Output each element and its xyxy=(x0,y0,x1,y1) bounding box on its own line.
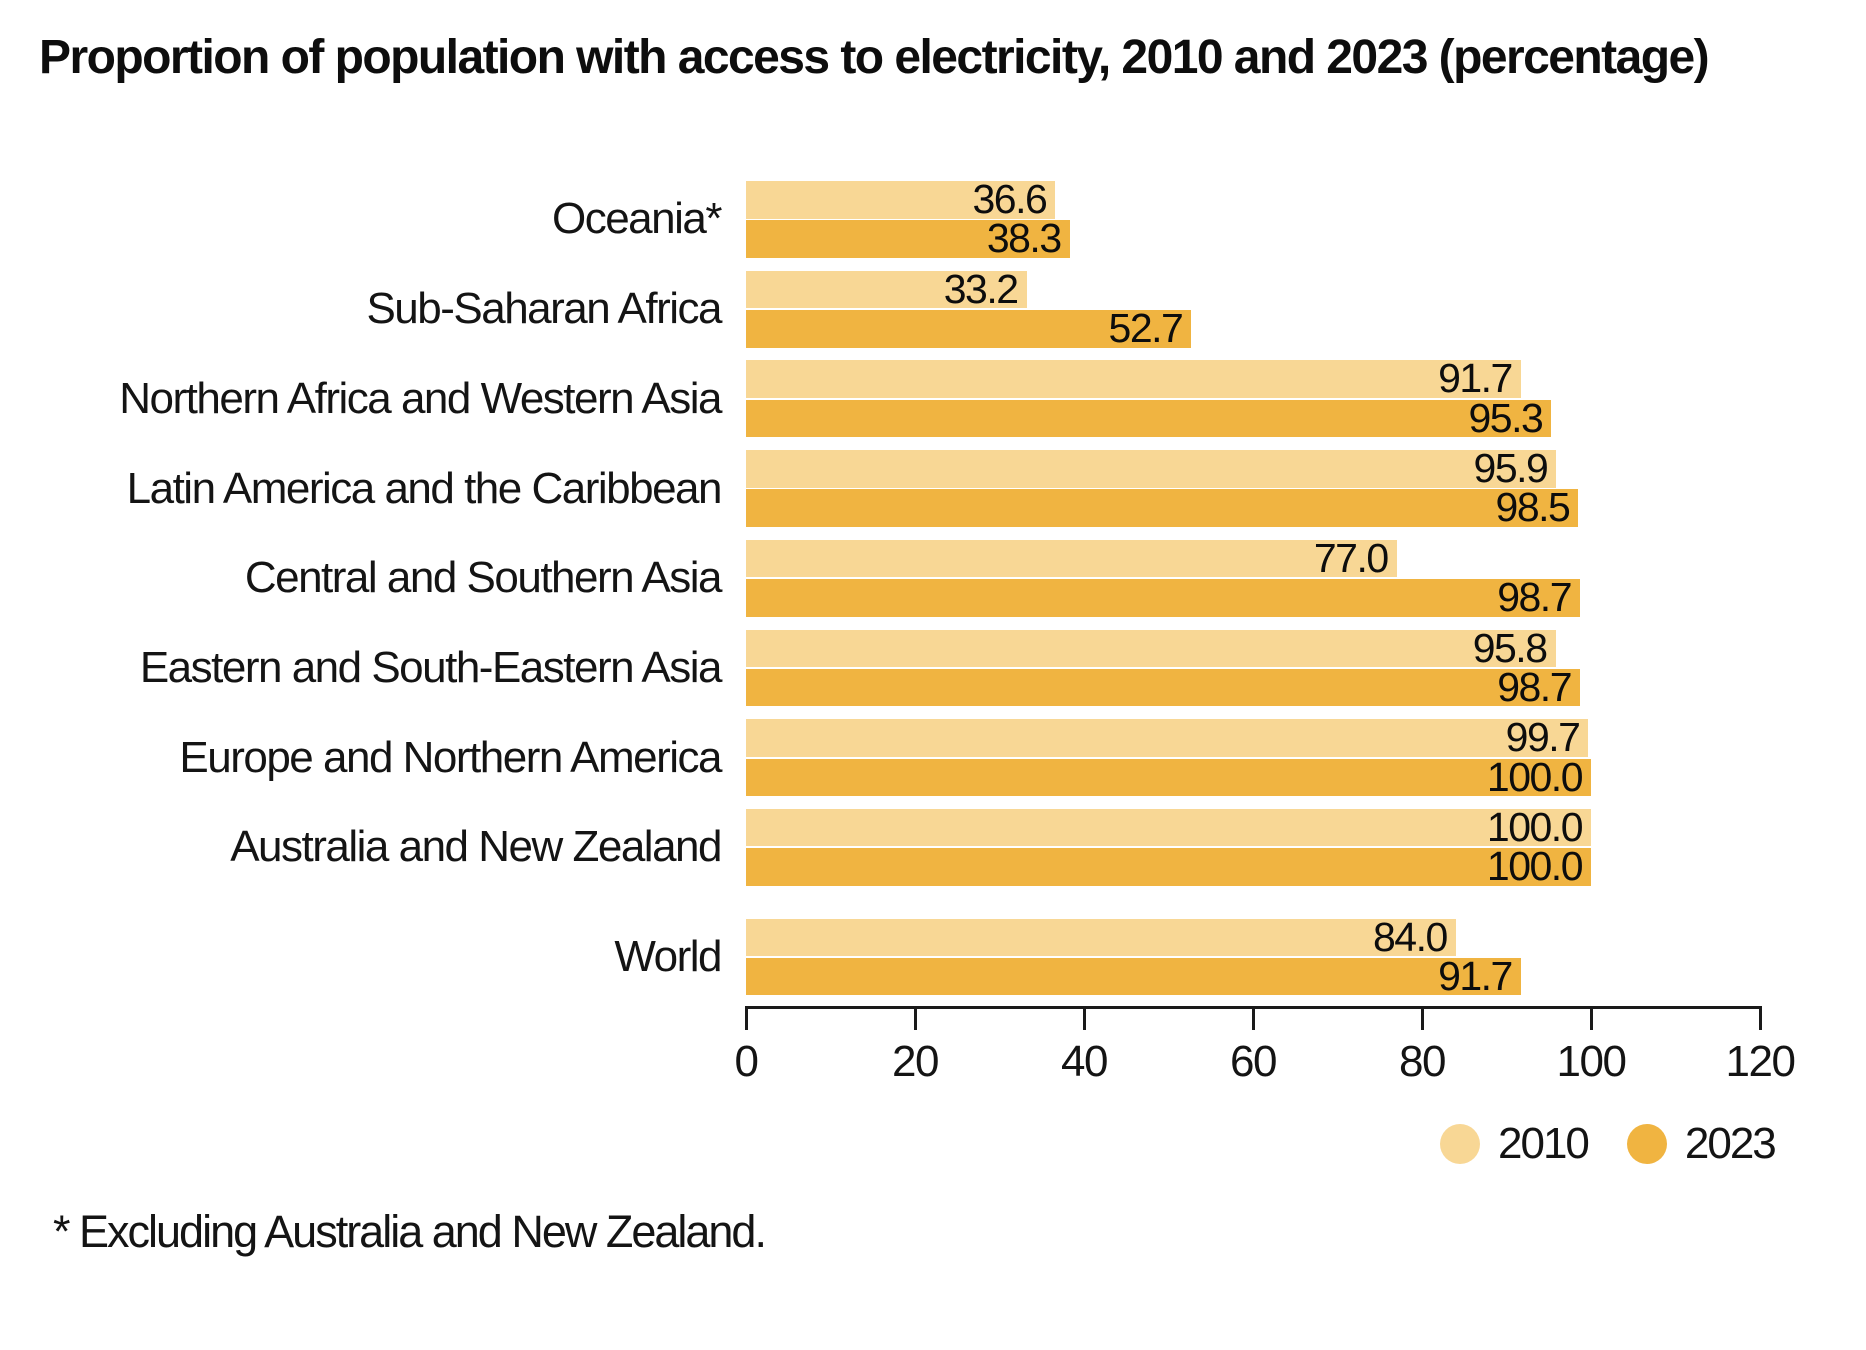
bar-2023 xyxy=(746,220,1070,258)
x-axis-tick xyxy=(1251,1009,1255,1030)
value-label-2023: 98.5 xyxy=(1495,484,1571,531)
value-label-2010: 95.9 xyxy=(1473,445,1549,492)
bar-2010 xyxy=(746,450,1557,488)
legend-swatch-2010 xyxy=(1440,1124,1480,1164)
category-label: World xyxy=(614,932,722,981)
x-axis-tick xyxy=(744,1009,748,1030)
value-label-2023: 100.0 xyxy=(1486,843,1584,890)
category-label: Sub-Saharan Africa xyxy=(366,284,722,334)
value-label-2023: 95.3 xyxy=(1468,394,1543,441)
legend-label-2023: 2023 xyxy=(1684,1119,1777,1168)
bar-2010 xyxy=(746,270,1027,309)
value-label-2010: 91.7 xyxy=(1438,355,1513,402)
legend-swatch-2023 xyxy=(1626,1124,1667,1164)
category-label: Latin America and the Caribbean xyxy=(126,463,723,513)
x-axis-tick-label: 20 xyxy=(892,1037,939,1086)
bar-2023 xyxy=(746,957,1521,996)
x-axis-tick xyxy=(1758,1009,1762,1030)
category-label: Central and Southern Asia xyxy=(244,553,723,603)
x-axis-tick xyxy=(1082,1009,1086,1030)
x-axis-tick-label: 40 xyxy=(1061,1037,1108,1086)
bar-2010 xyxy=(746,360,1521,398)
value-label-2023: 52.7 xyxy=(1108,305,1184,351)
bar-2023 xyxy=(746,399,1552,438)
value-label-2010: 100.0 xyxy=(1486,803,1584,850)
category-label: Oceania* xyxy=(551,194,723,244)
value-label-2023: 38.3 xyxy=(986,215,1062,262)
chart-legend: 2010 2023 xyxy=(1440,1119,1777,1168)
bar-2010 xyxy=(746,629,1556,667)
bar-2023 xyxy=(746,758,1591,796)
category-label: Australia and New Zealand xyxy=(230,822,722,872)
category-label: Europe and Northern America xyxy=(179,732,722,782)
x-axis-tick xyxy=(1589,1009,1593,1030)
bar-2010 xyxy=(746,719,1589,757)
legend-label-2010: 2010 xyxy=(1498,1119,1590,1168)
chart-footnote: * Excluding Australia and New Zealand. xyxy=(53,1206,767,1257)
value-label-2023: 98.7 xyxy=(1497,574,1572,621)
bar-2023 xyxy=(746,489,1579,527)
x-axis-tick-label: 0 xyxy=(734,1037,759,1086)
chart-title: Proportion of population with access to … xyxy=(39,30,1710,84)
bar-2023 xyxy=(746,310,1192,348)
bar-2010 xyxy=(746,539,1397,578)
value-label-2010: 33.2 xyxy=(943,265,1019,312)
category-label: Eastern and South-Eastern Asia xyxy=(139,642,723,692)
x-axis-tick-label: 80 xyxy=(1399,1037,1446,1086)
x-axis-tick xyxy=(1420,1009,1424,1030)
value-label-2010: 95.8 xyxy=(1472,624,1548,671)
x-axis-tick-label: 120 xyxy=(1725,1037,1796,1086)
bar-2010 xyxy=(746,808,1591,847)
category-label: Northern Africa and Western Asia xyxy=(119,373,722,423)
value-label-2023: 98.7 xyxy=(1497,663,1572,710)
x-axis-tick-label: 60 xyxy=(1230,1037,1277,1086)
bar-2010 xyxy=(746,918,1456,957)
x-axis-line xyxy=(744,1006,1762,1009)
value-label-2010: 36.6 xyxy=(972,176,1047,222)
value-label-2010: 84.0 xyxy=(1373,913,1448,960)
bar-2023 xyxy=(746,668,1580,707)
bar-2023 xyxy=(746,848,1591,886)
x-axis-tick-label: 100 xyxy=(1556,1037,1627,1086)
value-label-2023: 91.7 xyxy=(1438,952,1513,999)
bar-2010 xyxy=(746,181,1056,219)
value-label-2010: 77.0 xyxy=(1313,534,1389,581)
value-label-2010: 99.7 xyxy=(1505,714,1581,761)
value-label-2023: 100.0 xyxy=(1486,753,1584,800)
x-axis-tick xyxy=(913,1009,917,1030)
bar-2023 xyxy=(746,579,1580,617)
